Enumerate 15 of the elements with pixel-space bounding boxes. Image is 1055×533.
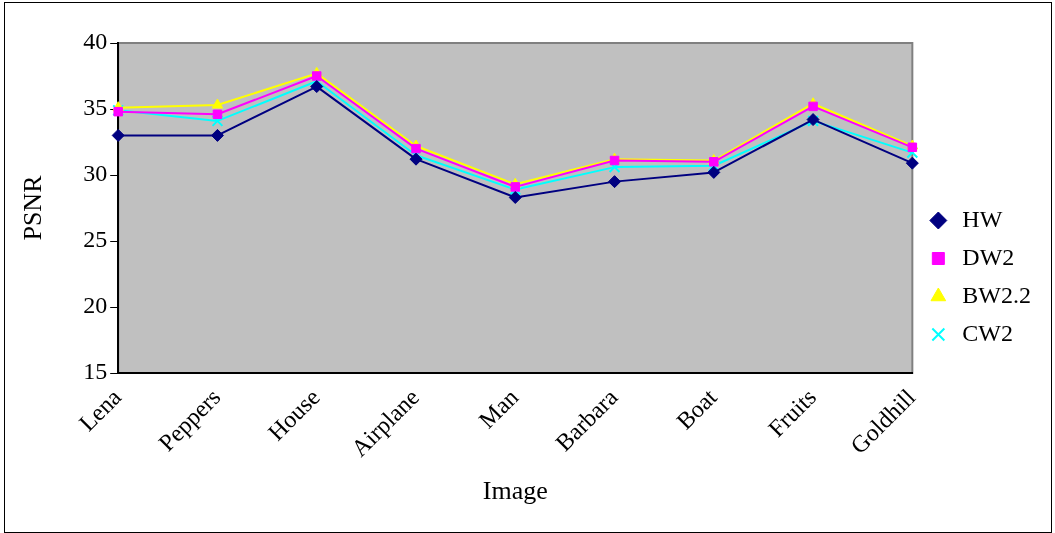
legend-label: DW2 <box>962 243 1015 270</box>
y-tick-label: 20 <box>83 292 108 319</box>
x-axis-title: Image <box>482 476 548 506</box>
legend-label: BW2.2 <box>962 281 1032 308</box>
x-tick-label: Man <box>473 383 524 434</box>
y-axis-title: PSNR <box>18 174 48 241</box>
legend-label: HW <box>962 205 1003 232</box>
legend-label: CW2 <box>962 319 1014 346</box>
y-tick-label: 25 <box>83 226 108 253</box>
x-tick-label: Lena <box>73 383 127 437</box>
x-tick-label: Boat <box>671 383 723 435</box>
y-tick-label: 30 <box>83 160 108 187</box>
y-tick-label: 40 <box>83 28 108 55</box>
y-tick-label: 35 <box>83 94 108 121</box>
y-tick-label: 15 <box>83 358 108 385</box>
